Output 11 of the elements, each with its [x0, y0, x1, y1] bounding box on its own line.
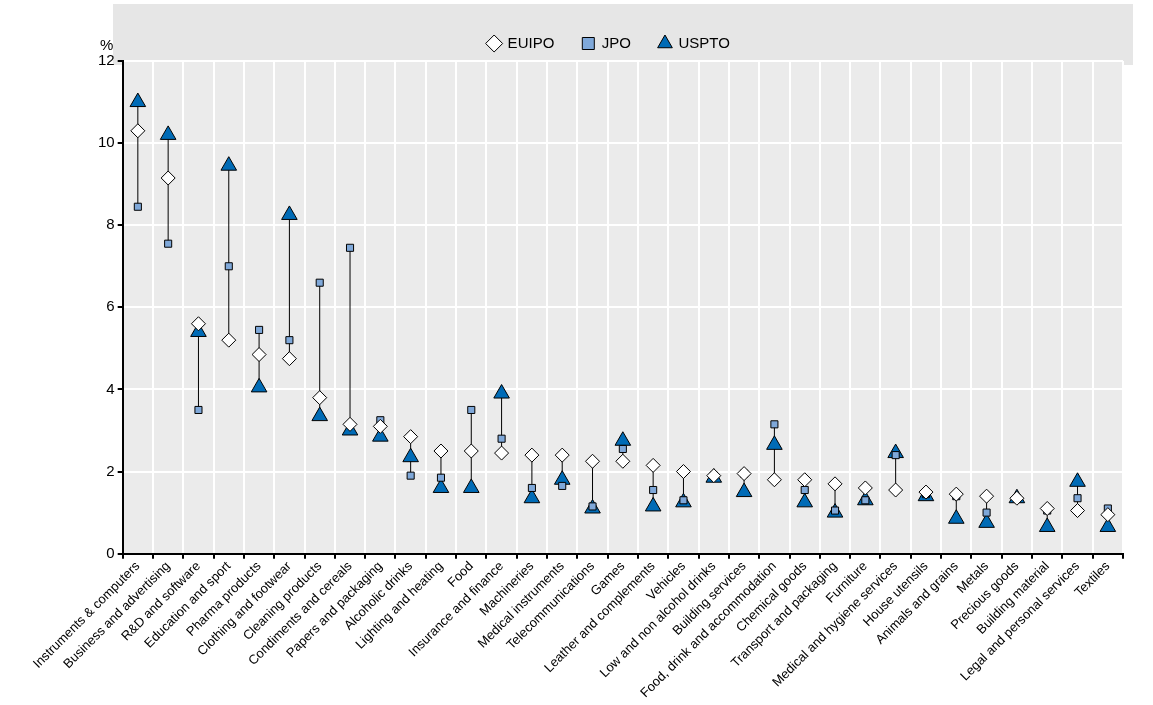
y-tick-label: 0 — [106, 543, 115, 561]
y-tick-label: 10 — [98, 133, 115, 151]
legend-label: USPTO — [678, 33, 730, 51]
y-tick-label: 8 — [106, 215, 115, 233]
legend-label: JPO — [601, 33, 631, 51]
legend-label: EUIPO — [507, 33, 555, 51]
y-tick-label: 2 — [106, 461, 115, 479]
y-tick-label: 12 — [98, 51, 115, 69]
y-axis-title: % — [100, 35, 114, 53]
y-tick-label: 4 — [106, 379, 115, 397]
y-tick-label: 6 — [106, 297, 115, 315]
